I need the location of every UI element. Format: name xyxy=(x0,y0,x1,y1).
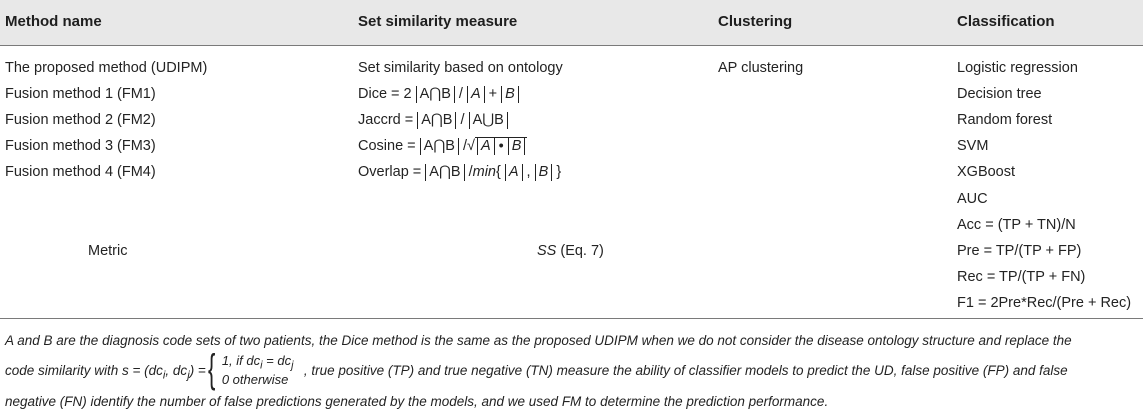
row-3-method: Fusion method 2 (FM2) xyxy=(5,112,156,128)
metric-accuracy: Acc = (TP + TN)/N xyxy=(957,217,1076,233)
header-clustering: Clustering xyxy=(718,13,793,30)
row-5-classification: XGBoost xyxy=(957,164,1016,180)
metric-f1: F1 = 2Pre*Rec/(Pre + Rec) xyxy=(957,295,1132,311)
metric-similarity: SS (Eq. 7) xyxy=(537,243,604,259)
header-set-similarity: Set similarity measure xyxy=(358,13,518,30)
row-3-classification: Random forest xyxy=(957,112,1053,128)
table-bottom-rule xyxy=(0,318,1143,319)
row-2-similarity-dice: Dice = 2 A⋂B / A + B xyxy=(358,85,519,103)
metric-precision: Pre = TP/(TP + FP) xyxy=(957,243,1082,259)
row-2-method: Fusion method 1 (FM1) xyxy=(5,86,156,102)
footnote-line-2: code similarity with s = (dci, dcj) ={1,… xyxy=(5,347,1068,392)
row-4-classification: SVM xyxy=(957,138,989,154)
header-divider xyxy=(0,45,1143,46)
row-1-similarity: Set similarity based on ontology xyxy=(358,60,563,76)
footnote-line-1: A and B are the diagnosis code sets of t… xyxy=(5,333,1072,348)
metric-label: Metric xyxy=(88,243,128,259)
header-method-name: Method name xyxy=(5,13,102,30)
table-footnote: A and B are the diagnosis code sets of t… xyxy=(5,330,1139,412)
row-1-classification: Logistic regression xyxy=(957,60,1078,76)
row-2-classification: Decision tree xyxy=(957,86,1042,102)
header-classification: Classification xyxy=(957,13,1055,30)
metric-recall: Rec = TP/(TP + FN) xyxy=(957,269,1086,285)
row-5-similarity-overlap: Overlap = A⋂B /min{ A , B } xyxy=(358,163,562,181)
piecewise-definition: {1, if dci = dcj 0 otherwise xyxy=(207,347,294,392)
table-header-band xyxy=(0,0,1143,45)
row-3-similarity-jaccard: Jaccrd = A⋂B / A⋃B xyxy=(358,111,508,129)
row-4-method: Fusion method 3 (FM3) xyxy=(5,138,156,154)
row-1-clustering: AP clustering xyxy=(718,60,804,76)
row-4-similarity-cosine: Cosine = A⋂B /√ A • B xyxy=(358,137,528,156)
row-5-method: Fusion method 4 (FM4) xyxy=(5,164,156,180)
footnote-line-3: negative (FN) identify the number of fal… xyxy=(5,394,829,409)
row-1-method: The proposed method (UDIPM) xyxy=(5,60,208,76)
metric-auc: AUC xyxy=(957,191,988,207)
